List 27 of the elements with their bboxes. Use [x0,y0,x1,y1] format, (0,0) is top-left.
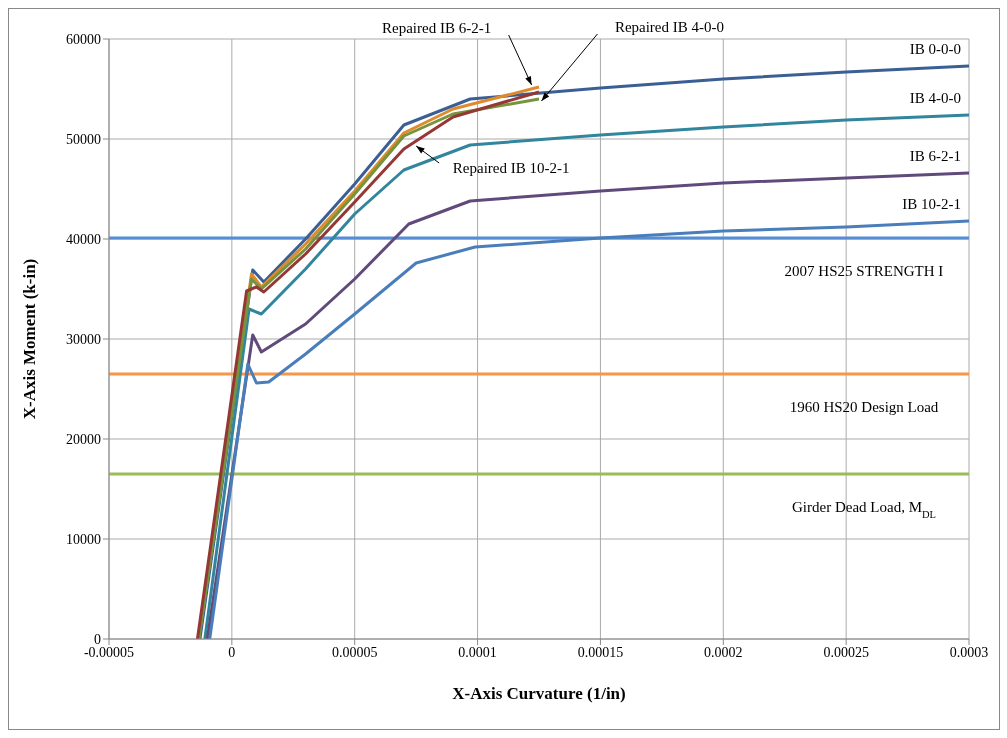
x-tick-label: 0.00015 [577,644,624,660]
series-label: IB 10-2-1 [902,196,961,212]
ref-line-label: 2007 HS25 STRENGTH I [784,263,944,279]
series-label: IB 6-2-1 [909,148,961,164]
annotation: Repaired IB 4-0-0 [614,19,725,35]
x-tick-label: -0.00005 [83,644,135,660]
y-tick-label: 40000 [66,231,101,247]
x-tick-label: 0.0001 [458,644,497,660]
x-tick-label: 0.0003 [949,644,989,660]
y-tick-label: 30000 [66,331,101,347]
series-label: IB 0-0-0 [909,41,961,57]
annotation: Repaired IB 10-2-1 [452,160,570,176]
y-tick-label: 10000 [66,531,101,547]
x-tick-label: 0 [228,644,236,660]
x-tick-label: 0.0002 [704,644,743,660]
y-tick-label: 0 [94,631,101,647]
annotation: Repaired IB 6-2-1 [382,20,492,36]
y-tick-label: 20000 [66,431,101,447]
x-tick-label: 0.00025 [823,644,869,660]
series-label: IB 4-0-0 [909,90,961,106]
x-tick-label: 0.00005 [331,644,378,660]
y-axis-title: X-Axis Moment (k-in) [20,258,40,420]
ref-line-label: 1960 HS20 Design Load [789,399,939,415]
ref-line-label: Girder Dead Load, M$_{DL}$ [792,499,936,520]
x-axis-title: X-Axis Curvature (1/in) [452,684,626,703]
y-tick-label: 60000 [66,31,101,47]
y-tick-label: 50000 [66,131,101,147]
